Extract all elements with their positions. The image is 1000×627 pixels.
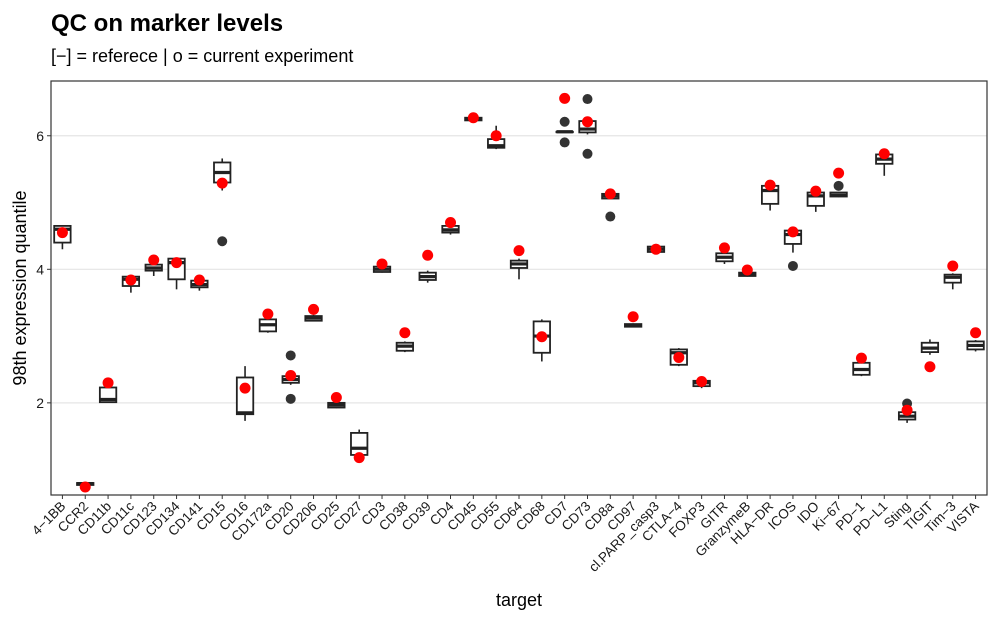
current-point-ICOS bbox=[787, 226, 799, 238]
box-CD97 bbox=[624, 323, 643, 328]
current-point-CD39 bbox=[422, 249, 434, 261]
chart-subtitle: [−] = referece | o = current experiment bbox=[51, 46, 354, 66]
outlier-point bbox=[582, 148, 593, 159]
current-point-CD4 bbox=[445, 217, 457, 229]
current-point-CD55 bbox=[490, 130, 502, 142]
box-Tim−3 bbox=[943, 273, 962, 290]
box-CD172a bbox=[258, 318, 277, 333]
outlier-point bbox=[787, 260, 798, 271]
current-point-CD16 bbox=[239, 382, 251, 394]
reference-boxes bbox=[53, 116, 985, 486]
box-CD206 bbox=[304, 314, 323, 322]
current-point-CD73 bbox=[581, 116, 593, 128]
reference-outliers bbox=[217, 94, 913, 409]
current-point-CD27 bbox=[353, 452, 365, 464]
box-body bbox=[350, 431, 369, 456]
current-point-CD25 bbox=[330, 392, 342, 404]
current-point-CD206 bbox=[308, 303, 320, 315]
outlier-point bbox=[285, 350, 296, 361]
box-PD−1 bbox=[852, 361, 871, 377]
current-point-CD11c bbox=[125, 274, 137, 286]
current-point-CTLA−4 bbox=[673, 351, 685, 363]
y-tick-label-6: 6 bbox=[36, 128, 44, 144]
box-CD11b bbox=[98, 386, 118, 404]
current-point-GranzymeB bbox=[741, 264, 753, 276]
outlier-point bbox=[582, 94, 593, 105]
box-CD64 bbox=[509, 258, 529, 280]
current-point-CD15 bbox=[216, 177, 228, 189]
current-point-CD11b bbox=[102, 377, 114, 389]
box-VISTA bbox=[966, 340, 985, 352]
current-point-4−1BB bbox=[56, 227, 68, 239]
x-axis-title: target bbox=[496, 590, 542, 610]
outlier-point bbox=[833, 180, 844, 191]
current-point-FOXP3 bbox=[696, 375, 708, 387]
outlier-point bbox=[217, 236, 228, 247]
current-point-TIGIT bbox=[924, 361, 936, 373]
x-axis-ticks: 4−1BBCCR2CD11bCD11cCD123CD134CD141CD15CD… bbox=[29, 495, 982, 575]
box-CD4 bbox=[441, 223, 460, 235]
current-point-PD−L1 bbox=[878, 148, 890, 160]
box-CD123 bbox=[144, 263, 163, 276]
outlier-point bbox=[559, 137, 570, 148]
current-experiment-points bbox=[56, 92, 982, 493]
current-point-CD68 bbox=[536, 331, 548, 343]
current-point-PD−1 bbox=[855, 352, 867, 364]
chart-title: QC on marker levels bbox=[51, 10, 284, 37]
y-axis-title: 98th expression quantile bbox=[10, 190, 30, 385]
current-point-Ki−67 bbox=[833, 167, 845, 179]
current-point-CD172a bbox=[262, 308, 274, 320]
box-CD38 bbox=[395, 341, 414, 353]
current-point-IDO bbox=[810, 185, 822, 197]
current-point-CD8a bbox=[604, 188, 616, 200]
y-axis-ticks: 2 4 6 bbox=[36, 128, 51, 411]
current-point-VISTA bbox=[970, 327, 982, 339]
current-point-CD141 bbox=[193, 274, 205, 286]
current-point-Sting bbox=[901, 404, 913, 416]
y-tick-label-4: 4 bbox=[36, 261, 44, 277]
outlier-point bbox=[285, 393, 296, 404]
current-point-CD38 bbox=[399, 327, 411, 339]
current-point-CD45 bbox=[467, 112, 479, 124]
outlier-point bbox=[605, 211, 616, 222]
outlier-point bbox=[559, 116, 570, 127]
box-CD7 bbox=[555, 130, 574, 134]
current-point-cl.PARP_casp3 bbox=[650, 243, 662, 255]
current-point-GITR bbox=[718, 242, 730, 254]
current-point-CD123 bbox=[148, 254, 160, 266]
current-point-Tim−3 bbox=[947, 260, 959, 272]
current-point-HLA−DR bbox=[764, 179, 776, 191]
current-point-CD7 bbox=[559, 92, 571, 104]
current-point-CD134 bbox=[171, 257, 183, 269]
box-CD39 bbox=[418, 270, 437, 283]
current-point-CD64 bbox=[513, 245, 525, 257]
current-point-CD20 bbox=[285, 369, 297, 381]
y-tick-label-2: 2 bbox=[36, 395, 44, 411]
box-TIGIT bbox=[920, 339, 940, 355]
box-Ki−67 bbox=[829, 191, 848, 198]
current-point-CCR2 bbox=[79, 481, 91, 493]
current-point-CD3 bbox=[376, 258, 388, 270]
current-point-CD97 bbox=[627, 311, 639, 323]
